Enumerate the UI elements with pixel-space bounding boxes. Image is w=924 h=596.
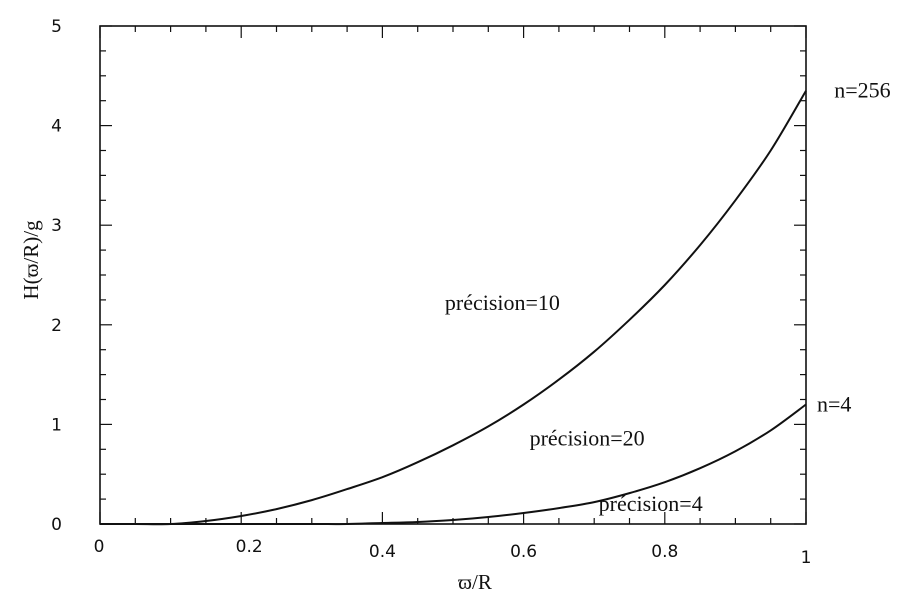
annotation-label: précision=4	[599, 491, 703, 516]
annotation-label: précision=20	[530, 425, 645, 450]
x-tick-label: 0.6	[510, 542, 537, 562]
axis-tick-labels: 0 0.2 0.4 0.6 0.8 1 0 1 2 3 4 5	[51, 17, 811, 568]
y-tick-label: 1	[51, 415, 62, 435]
x-axis-label: ϖ/R	[458, 570, 492, 594]
x-tick-label: 0.4	[369, 542, 396, 562]
x-tick-label: 0.8	[651, 542, 678, 562]
series-line-n=4	[100, 403, 807, 526]
y-tick-label: 3	[51, 216, 62, 236]
y-axis-label: H(ϖ/R)/g	[19, 220, 43, 300]
y-tick-label: 2	[51, 316, 62, 336]
x-tick-label: 0.2	[236, 537, 263, 557]
annotation-label: n=4	[817, 391, 851, 416]
x-tick-label: 0	[94, 537, 105, 557]
axis-ticks	[99, 25, 807, 525]
y-tick-label: 4	[51, 117, 62, 137]
annotation-label: n=256	[834, 78, 890, 103]
y-tick-label: 5	[51, 17, 62, 37]
plot-frame	[99, 25, 807, 525]
x-tick-label: 1	[801, 548, 812, 568]
annotation-label: précision=10	[445, 290, 560, 315]
series-line-n=256	[100, 90, 807, 526]
curve-annotations: précision=10 précision=20 précision=4 n=256…	[445, 78, 891, 516]
series-curves	[100, 90, 807, 526]
y-tick-label: 0	[51, 515, 62, 535]
